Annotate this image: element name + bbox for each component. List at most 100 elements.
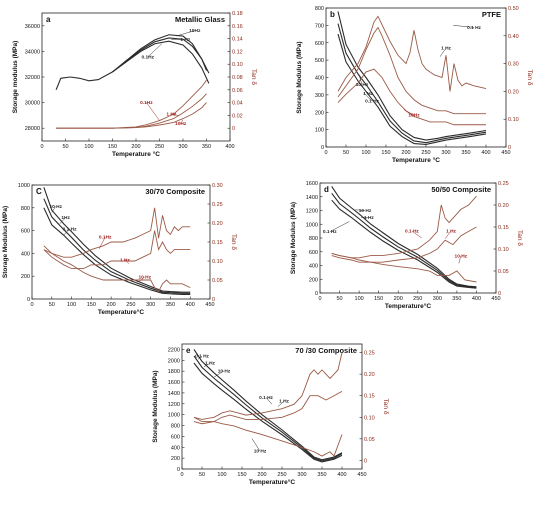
x-tick-label: 350: [317, 472, 326, 478]
storage-modulus-series-1: [338, 11, 486, 140]
x-tick-label: 0: [40, 144, 43, 150]
x-axis-label: Temperature°C: [249, 478, 295, 486]
annotation-label: 1 Hz: [279, 399, 289, 405]
storage-modulus-series-2: [332, 193, 477, 287]
x-tick-label: 0: [318, 296, 321, 302]
y2-tick-label: 0.02: [232, 113, 243, 119]
x-tick-label: 400: [481, 150, 490, 156]
storage-modulus-series-3: [332, 200, 477, 288]
panel-letter: e: [186, 346, 191, 355]
annotation-label: 0.1 Hz: [63, 227, 77, 233]
y2-tick-label: 0.18: [232, 11, 243, 17]
panel-letter: C: [36, 187, 42, 196]
chart-title: PTFE: [482, 10, 501, 19]
y-tick-label: 0: [321, 145, 324, 151]
annotation-label: 0.1 Hz: [405, 229, 419, 235]
storage-modulus-series-3: [194, 363, 342, 462]
x-tick-label: 100: [67, 302, 76, 308]
x-tick-label: 400: [186, 302, 195, 308]
y-tick-label: 600: [21, 229, 30, 235]
annotation-label: 1 Hz: [120, 257, 130, 263]
storage-modulus-series-1: [194, 349, 342, 459]
x-tick-label: 0: [30, 302, 33, 308]
annotation-label: 1 Hz: [180, 37, 190, 43]
y-tick-label: 30000: [25, 101, 40, 107]
y-tick-label: 1000: [168, 413, 180, 419]
y2-tick-label: 0.10: [212, 259, 223, 265]
y2-tick-label: 0.06: [232, 88, 243, 94]
x-tick-label: 50: [336, 296, 342, 302]
x-tick-label: 150: [381, 150, 390, 156]
x-tick-label: 250: [155, 144, 164, 150]
chart-title: 30/70 Composite: [145, 187, 205, 196]
y2-tick-label: 0.20: [508, 89, 519, 95]
x-tick-label: 150: [237, 472, 246, 478]
annotation-label: 0.1 Hz: [259, 395, 273, 401]
y-tick-label: 2200: [168, 347, 180, 353]
x-tick-label: 300: [297, 472, 306, 478]
y-tick-label: 34000: [25, 49, 40, 55]
y-tick-label: 0: [27, 297, 30, 303]
x-tick-label: 350: [452, 296, 461, 302]
x-tick-label: 300: [441, 150, 450, 156]
x-tick-label: 400: [337, 472, 346, 478]
y-tick-label: 800: [315, 6, 324, 12]
y2-tick-label: 0.20: [498, 203, 509, 209]
annotation-label: 1 Hz: [441, 46, 451, 52]
x-tick-label: 150: [108, 144, 117, 150]
annotation-label: 0.1Hz: [140, 100, 153, 106]
y-tick-label: 36000: [25, 24, 40, 30]
y-tick-label: 1200: [168, 402, 180, 408]
annotation-label: 10Hz: [408, 113, 420, 119]
y-tick-label: 600: [171, 434, 180, 440]
y2-tick-label: 0.05: [212, 278, 223, 284]
y-tick-label: 600: [309, 250, 318, 256]
y2-axis-label: Tan δ: [526, 70, 533, 86]
annotation-label: 1Hz: [61, 215, 70, 221]
annotation-label: 0.1 Hz: [467, 25, 481, 31]
y-tick-label: 800: [171, 424, 180, 430]
annotation-label: 10 Hz: [254, 449, 267, 455]
y-tick-label: 32000: [25, 75, 40, 81]
annotation-label: 1 Hz: [166, 111, 176, 117]
annotation-label: 0.1 Hz: [195, 354, 209, 360]
chart-title: Metallic Glass: [175, 15, 225, 24]
panel-letter: d: [324, 185, 329, 194]
y-tick-label: 400: [315, 76, 324, 82]
y2-tick-label: 0.05: [364, 437, 375, 443]
y-axis-label: Storage Modulus (MPa): [296, 41, 303, 113]
y2-tick-label: 0.10: [508, 117, 519, 123]
annotation-label: 0.1 Hz: [365, 99, 379, 105]
x-tick-label: 0: [324, 150, 327, 156]
tan-delta-series-1: [56, 80, 206, 128]
x-axis-label: Temperature°C: [98, 308, 144, 316]
annotation-label: 10 Hz: [49, 204, 62, 210]
y-tick-label: 1000: [18, 183, 30, 189]
annotation-label: 10 Hz: [455, 253, 468, 259]
chart-title: 50/50 Composite: [431, 185, 491, 194]
y-tick-label: 1600: [168, 380, 180, 386]
x-tick-label: 350: [166, 302, 175, 308]
y2-tick-label: 0.30: [212, 183, 223, 189]
x-tick-label: 350: [202, 144, 211, 150]
y-tick-label: 200: [21, 274, 30, 280]
plot-frame: [320, 183, 496, 293]
x-axis-label: Temperature°C: [385, 302, 431, 310]
y2-tick-label: 0.15: [498, 225, 509, 231]
y2-tick-label: 0: [498, 291, 501, 297]
y-tick-label: 0: [315, 291, 318, 297]
x-tick-label: 200: [257, 472, 266, 478]
y2-tick-label: 0.50: [508, 6, 519, 12]
y2-tick-label: 0.25: [212, 202, 223, 208]
y2-tick-label: 0.15: [364, 394, 375, 400]
y2-tick-label: 0.20: [212, 221, 223, 227]
storage-modulus-series-2: [113, 38, 209, 73]
x-tick-label: 300: [146, 302, 155, 308]
x-tick-label: 100: [84, 144, 93, 150]
annotation-label: 1 Hz: [364, 215, 374, 221]
tan-delta-series-2: [44, 231, 190, 269]
